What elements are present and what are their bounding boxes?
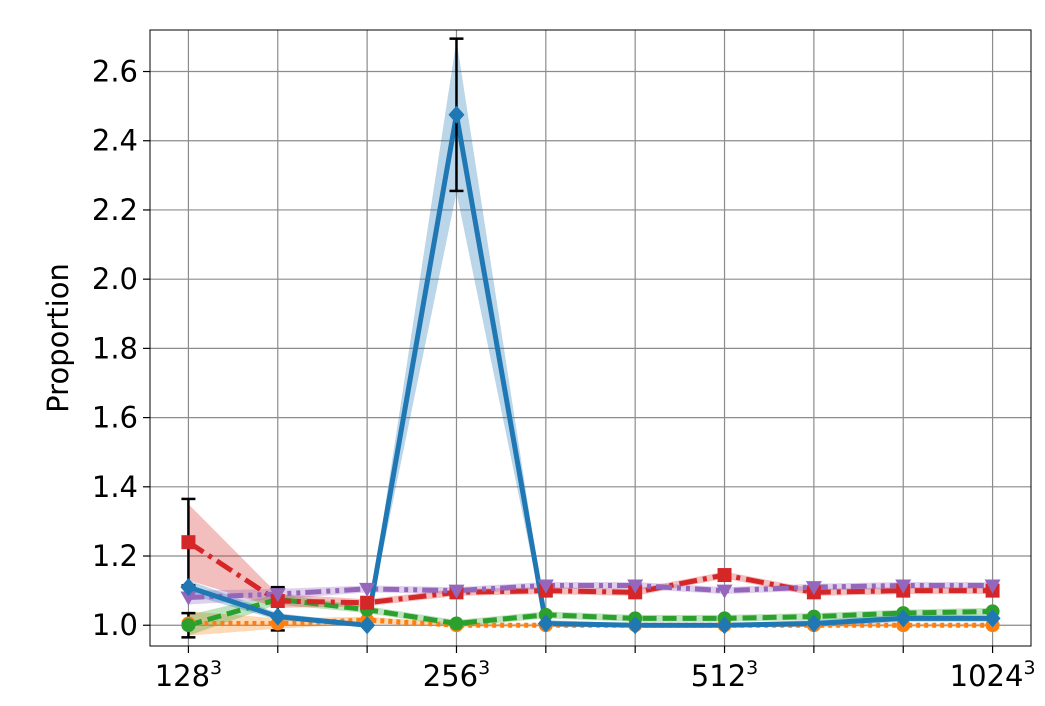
series-4-point-5 bbox=[627, 616, 644, 635]
series-3-point-3 bbox=[448, 584, 465, 599]
y-tick-label-1: 1.2 bbox=[92, 539, 138, 573]
series-1-point-0 bbox=[181, 618, 196, 633]
series-3-line bbox=[188, 582, 993, 601]
series-4-point-9 bbox=[984, 609, 1001, 628]
series-2-point-6 bbox=[717, 568, 732, 583]
series-3-point-8 bbox=[895, 579, 912, 594]
series-3-point-5 bbox=[627, 579, 644, 594]
y-tick-label-7: 2.4 bbox=[92, 124, 138, 158]
series-4-band bbox=[188, 40, 993, 627]
series-4-point-6 bbox=[716, 616, 733, 635]
series-4-point-2 bbox=[359, 616, 376, 635]
y-axis-ticks: 1.0 1.2 1.4 1.6 1.8 2.0 2.2 2.4 2.6 bbox=[92, 55, 150, 642]
series-4-point-8 bbox=[895, 609, 912, 628]
y-tick-label-6: 2.2 bbox=[92, 193, 138, 227]
x-tick-label-3: 2563 bbox=[423, 657, 490, 693]
x-tick-label-6: 5123 bbox=[691, 657, 758, 693]
series-4-point-1 bbox=[269, 607, 286, 626]
y-tick-label-2: 1.4 bbox=[92, 470, 138, 504]
series-2-band bbox=[188, 504, 993, 608]
x-axis-ticks: 1283 2563 5123 10243 bbox=[155, 646, 1036, 693]
plot-frame bbox=[149, 29, 1032, 647]
series-1-point-3 bbox=[449, 616, 464, 631]
series-2-line bbox=[187, 540, 993, 606]
series-4-line bbox=[187, 112, 993, 628]
series-3-point-2 bbox=[359, 582, 376, 597]
x-tick-label-9: 10243 bbox=[950, 657, 1036, 693]
series-1-line bbox=[187, 596, 993, 628]
series-3-point-6 bbox=[716, 584, 733, 599]
series-3-point-4 bbox=[537, 579, 554, 594]
series-4-point-7 bbox=[805, 614, 822, 633]
series-2-point-0 bbox=[181, 535, 196, 550]
series-lines bbox=[187, 112, 993, 628]
series-3-point-7 bbox=[805, 581, 822, 596]
series-2-point-2 bbox=[360, 595, 375, 610]
series-3-point-1 bbox=[269, 588, 286, 603]
grid bbox=[150, 30, 1031, 646]
x-tick-label-0: 1283 bbox=[155, 657, 222, 693]
series-markers bbox=[180, 105, 1001, 635]
y-tick-label-4: 1.8 bbox=[92, 331, 138, 365]
series-4-point-0 bbox=[180, 578, 197, 597]
series-4-point-3 bbox=[448, 105, 465, 124]
series-3-point-0 bbox=[180, 591, 197, 606]
series-3-point-9 bbox=[984, 579, 1001, 594]
y-tick-label-8: 2.6 bbox=[92, 55, 138, 89]
y-tick-label-0: 1.0 bbox=[92, 608, 138, 642]
series-4-point-4 bbox=[537, 614, 554, 633]
y-axis-label: Proportion bbox=[41, 263, 75, 413]
y-tick-label-3: 1.6 bbox=[92, 401, 138, 435]
y-tick-label-5: 2.0 bbox=[92, 262, 138, 296]
